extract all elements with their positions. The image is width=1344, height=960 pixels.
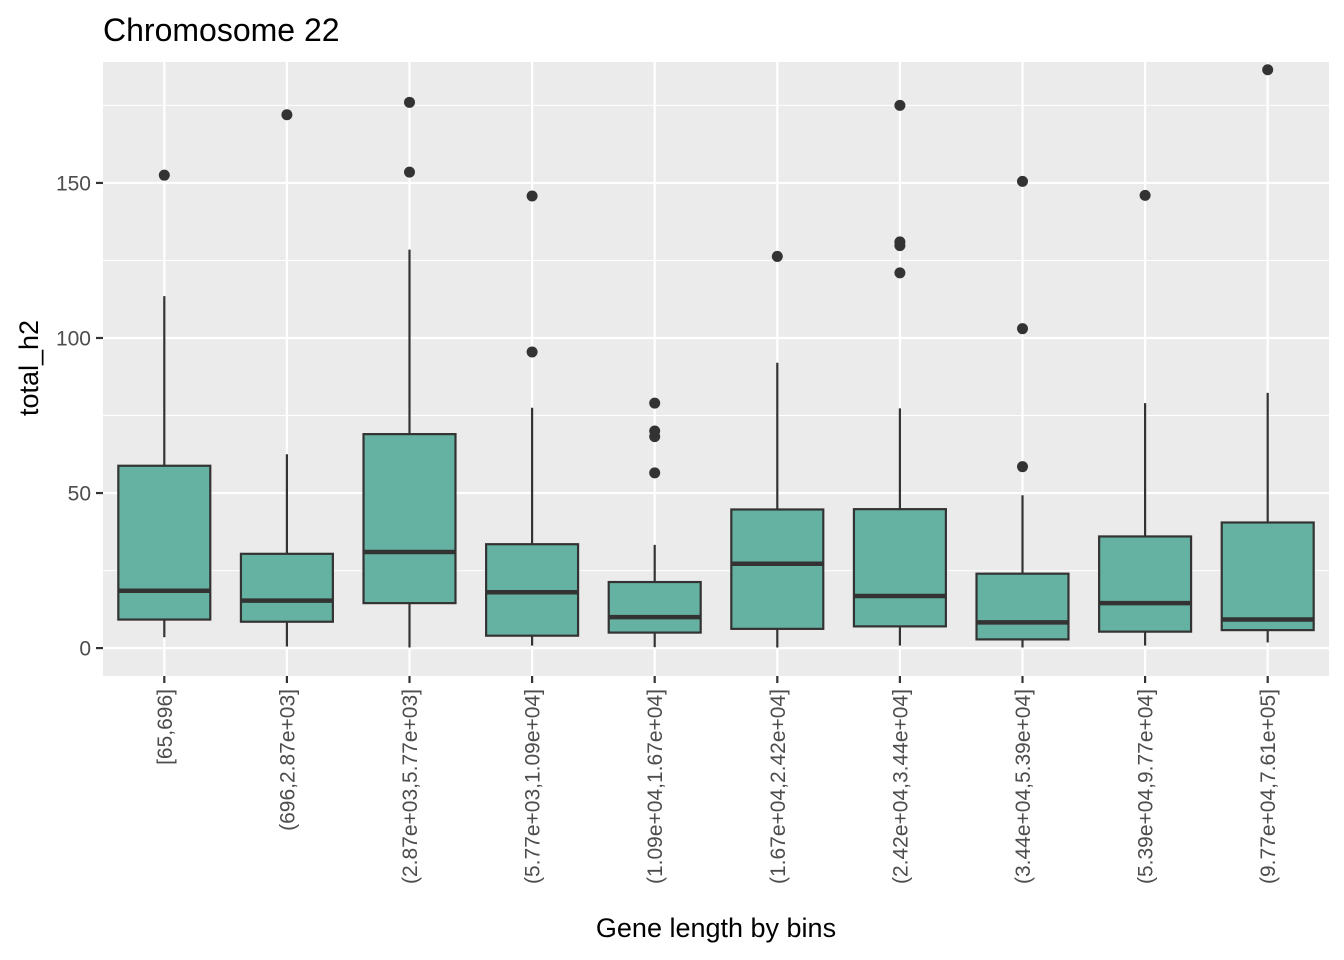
box-group [852, 99, 947, 646]
outlier-point [281, 109, 293, 121]
y-tick-label: 0 [79, 638, 91, 661]
x-tick-label: (5.77e+03,1.09e+04] [522, 689, 545, 884]
y-axis: 0 50 100 150 [56, 172, 103, 661]
x-tick-label: (1.67e+04,2.42e+04] [767, 689, 790, 884]
outlier-point [404, 96, 415, 108]
outlier-point [649, 397, 661, 409]
x-tick-label: [65,696] [154, 689, 177, 765]
box [730, 508, 825, 630]
x-tick-label: (2.42e+04,3.44e+04] [889, 689, 912, 884]
outlier-point [649, 425, 661, 437]
box [239, 552, 334, 623]
outlier-point [404, 166, 415, 178]
outlier-point [158, 169, 170, 181]
outlier-point [1017, 175, 1028, 187]
box [1220, 521, 1315, 632]
box-group [1098, 189, 1193, 646]
outlier-point [526, 346, 538, 358]
box-group [730, 250, 825, 648]
y-axis-title: total_h2 [14, 320, 44, 416]
outlier-point [649, 467, 661, 479]
y-tick-label: 50 [68, 483, 91, 506]
box [852, 508, 947, 628]
x-tick-label: (696,2.87e+03] [276, 689, 299, 831]
box [975, 572, 1070, 641]
x-tick-label: (5.39e+04,9.77e+04] [1135, 689, 1158, 884]
x-axis: [65,696] (696,2.87e+03] (2.87e+03,5.77e+03… [154, 676, 1280, 884]
box-group [1220, 64, 1315, 643]
outlier-point [771, 250, 783, 262]
outlier-point [1262, 64, 1274, 76]
x-tick-label: (3.44e+04,5.39e+04] [1012, 689, 1035, 884]
box-group [117, 169, 212, 638]
outlier-point [1017, 323, 1028, 335]
y-tick-label: 150 [56, 172, 91, 195]
box-group [975, 175, 1070, 648]
outlier-point [1139, 189, 1151, 201]
chart-title: Chromosome 22 [103, 12, 340, 48]
box-group [239, 109, 334, 647]
outlier-point [894, 99, 906, 111]
box [117, 464, 212, 621]
x-tick-label: (1.09e+04,1.67e+04] [644, 689, 667, 884]
outlier-point [894, 236, 906, 248]
box [607, 580, 702, 634]
outlier-point [1017, 461, 1028, 473]
outlier-point [894, 267, 906, 279]
box-group [607, 397, 702, 648]
box [362, 433, 457, 605]
box [1098, 535, 1193, 633]
x-tick-label: (2.87e+03,5.77e+03] [399, 689, 422, 884]
box-group [485, 190, 580, 646]
box-group [362, 96, 457, 648]
x-tick-label: (9.77e+04,7.61e+05] [1257, 689, 1280, 884]
x-axis-title: Gene length by bins [596, 913, 836, 943]
box-plots [117, 64, 1315, 648]
outlier-point [526, 190, 538, 202]
box [485, 543, 580, 637]
y-tick-label: 100 [56, 327, 91, 350]
